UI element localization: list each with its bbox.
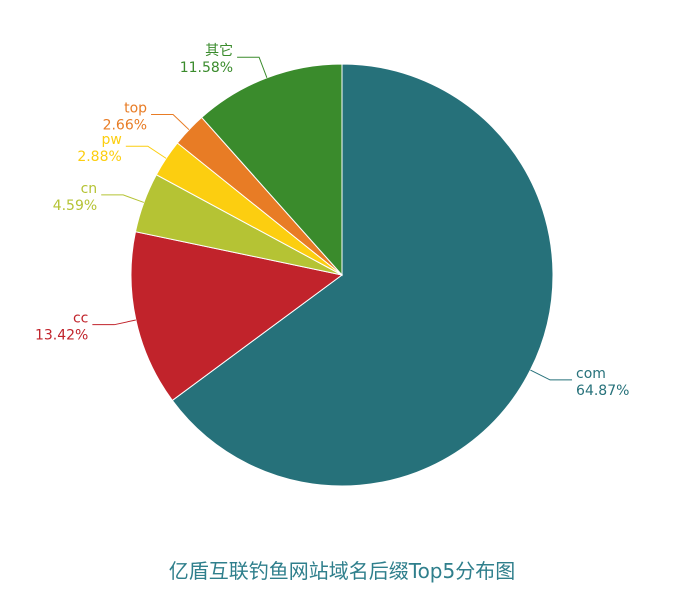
slice-value-label: 2.88%	[77, 149, 121, 165]
slice-name: cc	[73, 311, 88, 327]
slice-name: top	[124, 101, 147, 117]
pie-slice	[200, 63, 343, 277]
leader-line	[92, 319, 136, 326]
slice-value-label: 13.42%	[35, 328, 88, 344]
leader-line	[151, 114, 190, 131]
slice-value-label: 11.58%	[180, 60, 233, 76]
slice-name: pw	[101, 132, 121, 148]
leader-line	[530, 369, 573, 381]
slice-name: cn	[81, 181, 98, 197]
leader-line	[237, 56, 268, 78]
pie-slice	[130, 231, 344, 402]
slice-name: com	[576, 366, 606, 382]
pie-slice	[171, 63, 554, 487]
slice-name: 其它	[205, 42, 233, 59]
slice-value-label: 2.66%	[103, 118, 147, 134]
chart-title: 亿盾互联钓鱼网站域名后缀Top5分布图	[169, 559, 515, 583]
slice-value-label: 4.59%	[53, 198, 97, 214]
leader-line	[101, 194, 145, 203]
slice-value-label: 64.87%	[576, 383, 629, 399]
leader-line	[125, 145, 167, 159]
